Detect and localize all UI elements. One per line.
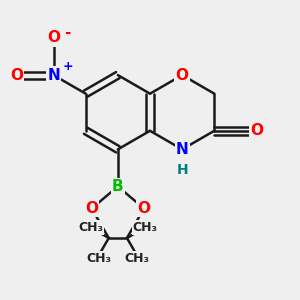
Text: B: B bbox=[112, 179, 124, 194]
Text: O: O bbox=[47, 31, 60, 46]
Text: O: O bbox=[250, 123, 263, 138]
Text: O: O bbox=[10, 68, 23, 82]
Text: CH₃: CH₃ bbox=[86, 252, 111, 266]
Text: CH₃: CH₃ bbox=[133, 221, 158, 234]
Text: -: - bbox=[64, 26, 71, 40]
Text: CH₃: CH₃ bbox=[124, 252, 150, 266]
Text: N: N bbox=[176, 142, 188, 157]
Text: O: O bbox=[137, 201, 151, 216]
Text: H: H bbox=[176, 163, 188, 177]
Text: O: O bbox=[85, 201, 98, 216]
Text: CH₃: CH₃ bbox=[78, 221, 103, 234]
Text: O: O bbox=[176, 68, 189, 82]
Text: +: + bbox=[62, 60, 73, 73]
Text: N: N bbox=[47, 68, 60, 82]
